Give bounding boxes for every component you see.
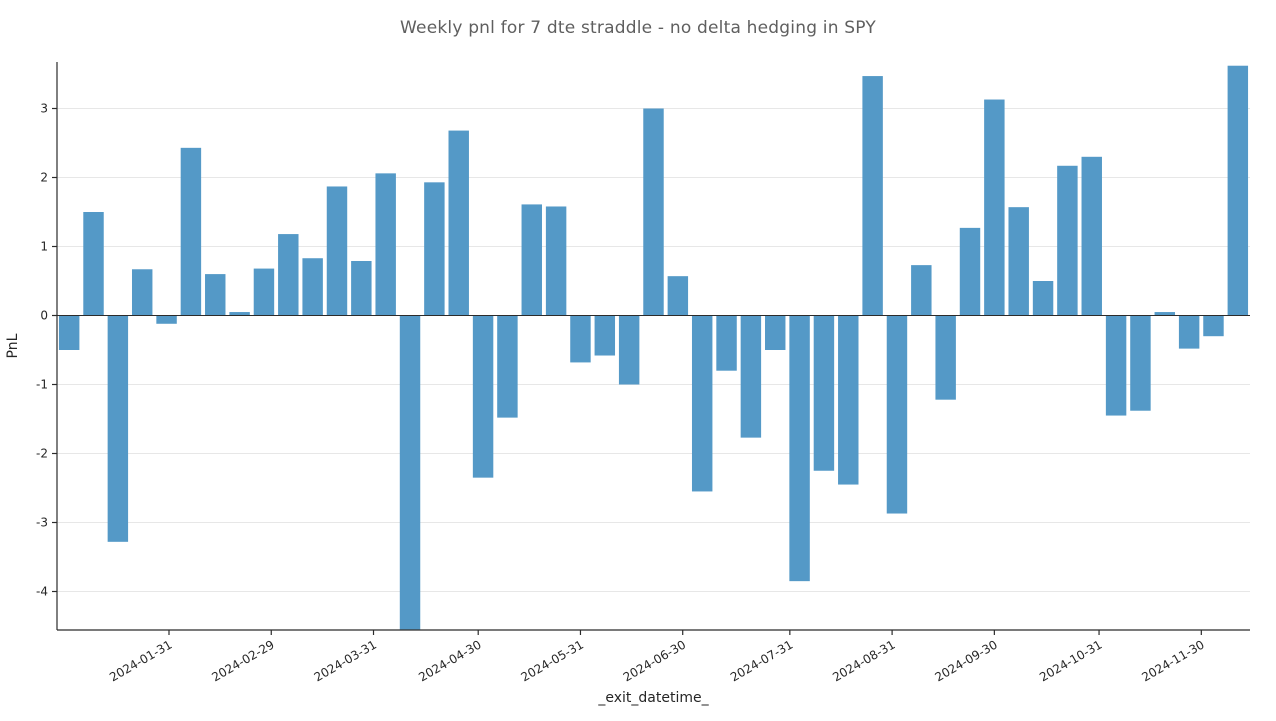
y-tick-label: -1 bbox=[36, 378, 48, 392]
x-tick-label: 2024-09-30 bbox=[932, 637, 999, 684]
bar bbox=[253, 268, 275, 316]
y-axis-label: PnL bbox=[5, 333, 21, 358]
x-tick-label: 2024-07-31 bbox=[728, 637, 795, 684]
bar bbox=[131, 269, 153, 316]
x-tick-label: 2024-10-31 bbox=[1037, 637, 1104, 684]
bar bbox=[838, 315, 859, 485]
x-tick-label: 2024-06-30 bbox=[621, 637, 688, 684]
bar bbox=[278, 234, 299, 316]
bar bbox=[886, 315, 908, 514]
x-tick-label: 2024-03-31 bbox=[312, 637, 379, 684]
x-axis-label: _exit_datetime_ bbox=[597, 690, 709, 706]
bar bbox=[1032, 281, 1054, 316]
bar bbox=[935, 315, 956, 400]
bar bbox=[1178, 315, 1200, 349]
bar bbox=[716, 315, 737, 371]
bar bbox=[789, 315, 810, 582]
bar bbox=[302, 258, 323, 316]
bar bbox=[448, 130, 469, 316]
bar bbox=[229, 312, 250, 316]
y-tick-label: -3 bbox=[36, 516, 48, 530]
x-tick-label: 2024-05-31 bbox=[519, 637, 586, 684]
bar bbox=[83, 212, 104, 316]
bar bbox=[594, 315, 616, 356]
bar bbox=[813, 315, 835, 471]
bar bbox=[1154, 312, 1176, 316]
y-tick-label: 0 bbox=[40, 309, 48, 323]
bar bbox=[1081, 156, 1102, 316]
bar bbox=[107, 315, 129, 542]
y-tick-label: 1 bbox=[40, 240, 48, 254]
bar bbox=[399, 315, 421, 630]
bar bbox=[984, 99, 1005, 316]
bar bbox=[521, 204, 542, 316]
bar bbox=[691, 315, 713, 492]
bar bbox=[180, 147, 202, 316]
x-tick-label: 2024-04-30 bbox=[416, 637, 483, 684]
y-tick-label: 3 bbox=[40, 102, 48, 116]
bar bbox=[1203, 315, 1224, 337]
bar bbox=[375, 173, 396, 316]
bar bbox=[1227, 65, 1249, 316]
bar bbox=[326, 186, 348, 316]
x-tick-label: 2024-08-31 bbox=[830, 637, 897, 684]
bar bbox=[1057, 165, 1078, 316]
bar bbox=[1105, 315, 1127, 416]
bar bbox=[58, 315, 80, 350]
bar bbox=[667, 276, 689, 316]
bar bbox=[911, 265, 932, 316]
bar bbox=[472, 315, 494, 478]
bar bbox=[618, 315, 640, 385]
bar bbox=[643, 108, 664, 316]
y-tick-label: -4 bbox=[36, 585, 48, 599]
x-tick-label: 2024-11-30 bbox=[1139, 637, 1206, 684]
bar bbox=[1130, 315, 1151, 411]
x-tick-label: 2024-02-29 bbox=[209, 637, 276, 684]
bar bbox=[424, 182, 445, 316]
bar bbox=[156, 315, 177, 324]
y-tick-label: -2 bbox=[36, 447, 48, 461]
bar bbox=[862, 76, 883, 316]
bar bbox=[1008, 207, 1029, 316]
bar bbox=[205, 274, 226, 316]
bar bbox=[959, 227, 981, 316]
bar bbox=[351, 260, 372, 316]
chart-title: Weekly pnl for 7 dte straddle - no delta… bbox=[400, 18, 876, 38]
bar bbox=[545, 206, 567, 316]
y-tick-label: 2 bbox=[40, 171, 48, 185]
x-tick-label: 2024-01-31 bbox=[107, 637, 174, 684]
bar bbox=[570, 315, 591, 363]
bar bbox=[740, 315, 762, 438]
bar bbox=[765, 315, 786, 350]
bar bbox=[497, 315, 518, 418]
